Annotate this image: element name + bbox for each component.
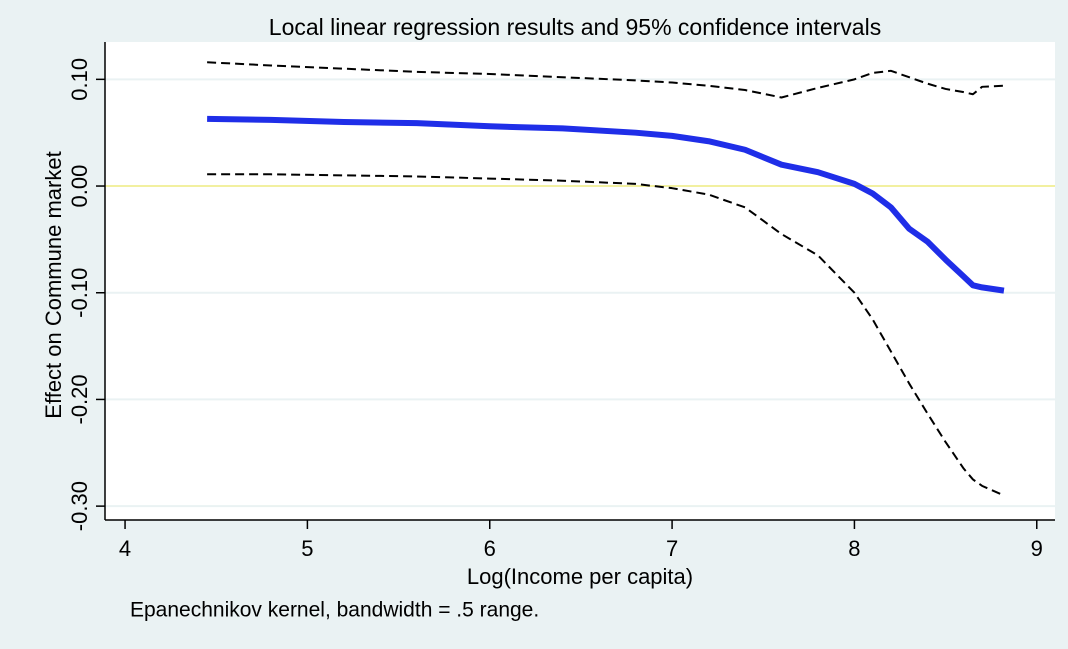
x-axis-label: Log(Income per capita): [467, 564, 693, 589]
chart-title: Local linear regression results and 95% …: [269, 14, 881, 40]
x-tick-label: 9: [1031, 536, 1043, 561]
x-tick-label: 7: [666, 536, 678, 561]
y-tick-label: -0.30: [67, 481, 92, 531]
series-line: [207, 61, 1004, 99]
x-tick-label: 5: [301, 536, 313, 561]
x-tick-label: 4: [119, 536, 131, 561]
series-line: [207, 115, 1005, 294]
series-line: [207, 173, 1005, 497]
y-tick-label: -0.20: [67, 374, 92, 424]
x-tick-label: 8: [848, 536, 860, 561]
x-tick-label: 6: [484, 536, 496, 561]
y-tick-label: 0.10: [67, 58, 92, 101]
plot-area: [105, 42, 1055, 520]
y-tick-label: 0.00: [67, 165, 92, 208]
y-tick-label: -0.10: [67, 268, 92, 318]
y-axis-label: Effect on Commune market: [41, 151, 66, 418]
note: Epanechnikov kernel, bandwidth = .5 rang…: [130, 599, 539, 622]
